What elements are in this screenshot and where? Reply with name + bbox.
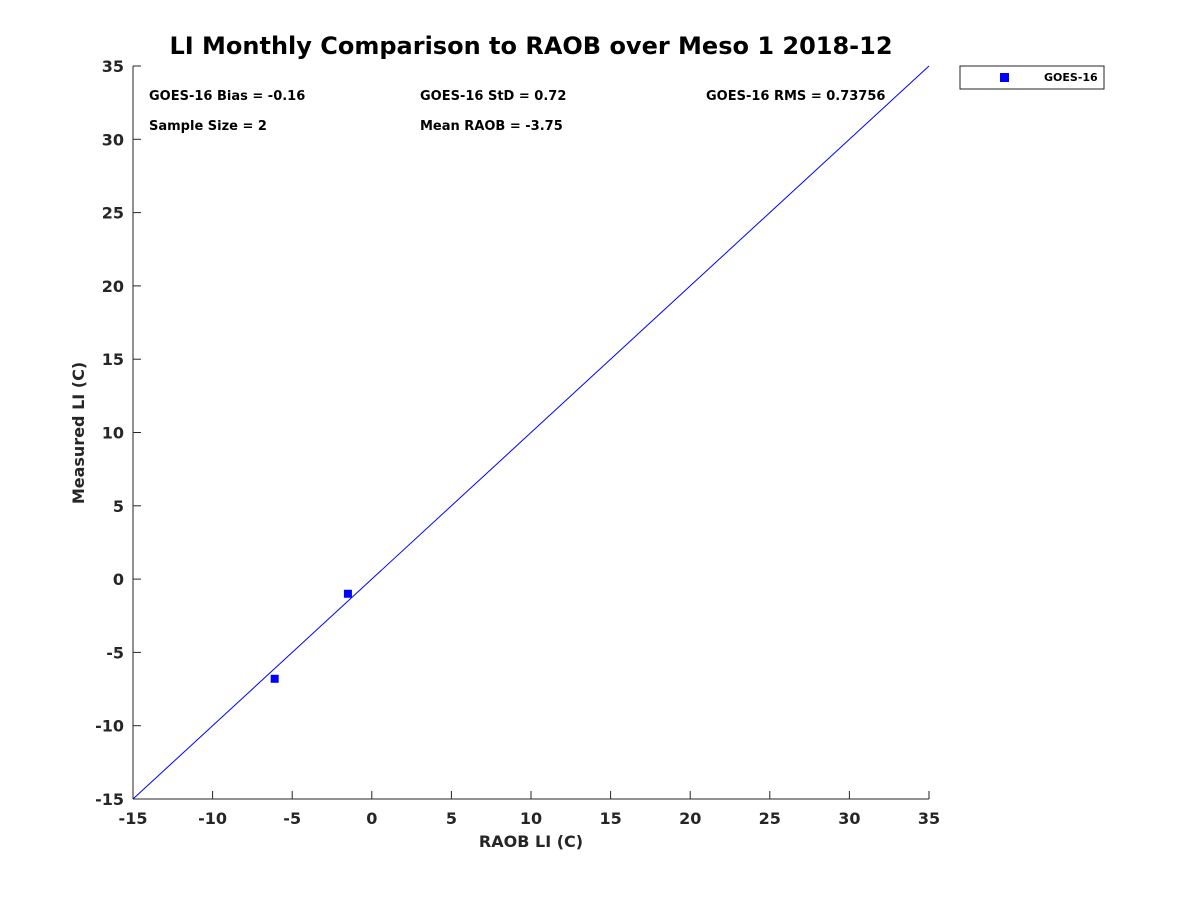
data-point-goes-16	[270, 674, 279, 683]
y-tick-label: -10	[95, 717, 124, 736]
legend-box	[959, 65, 1105, 90]
y-tick-label: 35	[102, 57, 124, 76]
y-tick-label: 5	[113, 497, 124, 516]
one-to-one-reference-line	[132, 65, 930, 800]
mean-raob-annotation: Mean RAOB = -3.75	[420, 119, 563, 134]
legend: GOES-16	[959, 65, 1105, 90]
y-tick-label: -15	[95, 790, 124, 809]
x-tick-label: -15	[119, 809, 148, 828]
y-tick-label: 25	[102, 204, 124, 223]
x-tick-label: 30	[838, 809, 860, 828]
x-tick-label: 5	[446, 809, 457, 828]
y-tick-label: 10	[102, 424, 124, 443]
rms-annotation: GOES-16 RMS = 0.73756	[706, 89, 885, 104]
x-tick-label: 15	[599, 809, 621, 828]
y-tick-label: 20	[102, 277, 124, 296]
bias-annotation: GOES-16 Bias = -0.16	[149, 89, 305, 104]
x-axis-label: RAOB LI (C)	[479, 832, 583, 851]
y-tick-label: 30	[102, 130, 124, 149]
chart-title: LI Monthly Comparison to RAOB over Meso …	[169, 32, 892, 60]
legend-label-goes-16: GOES-16	[1044, 71, 1098, 84]
x-tick-label: -5	[283, 809, 301, 828]
x-tick-label: 25	[759, 809, 781, 828]
x-tick-label: 10	[520, 809, 542, 828]
y-tick-label: -5	[106, 643, 124, 662]
x-tick-label: 35	[918, 809, 940, 828]
std-annotation: GOES-16 StD = 0.72	[420, 89, 566, 104]
data-point-goes-16	[343, 589, 352, 598]
x-tick-label: 20	[679, 809, 701, 828]
sample-size-annotation: Sample Size = 2	[149, 119, 267, 134]
statistics-annotations: GOES-16 Bias = -0.16 GOES-16 StD = 0.72 …	[149, 89, 885, 134]
data-points	[270, 589, 352, 683]
y-axis-ticks: -15 -10 -5 0 5 10 15 20 25 30 35	[95, 57, 141, 809]
legend-marker-goes-16	[1000, 73, 1009, 82]
x-axis-ticks: -15 -10 -5 0 5 10 15 20 25 30 35	[119, 791, 940, 828]
x-tick-label: 0	[366, 809, 377, 828]
y-tick-label: 15	[102, 350, 124, 369]
y-tick-label: 0	[113, 570, 124, 589]
y-axis-label: Measured LI (C)	[69, 362, 88, 504]
x-tick-label: -10	[198, 809, 227, 828]
